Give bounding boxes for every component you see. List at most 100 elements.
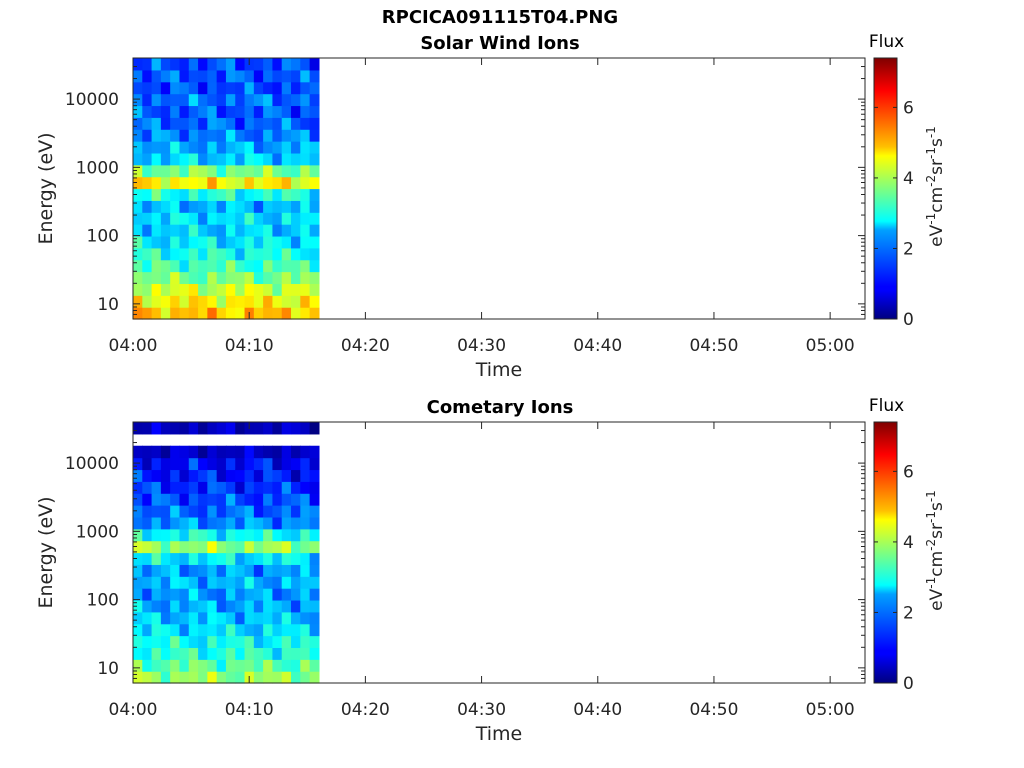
heatmap-cell [253, 188, 264, 201]
heatmap-cell [216, 212, 227, 225]
colorbar: 0 2 4 6 Flux eV-1cm-2sr-1s-1 [869, 396, 947, 694]
heatmap-cell [300, 505, 311, 518]
heatmap-cell [198, 200, 208, 213]
heatmap-cell [291, 200, 301, 213]
heatmap-cell [291, 671, 301, 684]
heatmap-cell [198, 635, 208, 649]
heatmap-cell [179, 516, 190, 530]
heatmap-cell [160, 540, 171, 554]
heatmap-cell [170, 599, 181, 613]
heatmap-cell [198, 271, 208, 285]
heatmap-cell [207, 505, 218, 518]
heatmap-cell [272, 623, 283, 637]
heatmap-cell [235, 212, 246, 225]
heatmap-cells [133, 422, 320, 684]
heatmap-cell [300, 152, 311, 166]
heatmap-cell [244, 659, 255, 672]
heatmap-cell [207, 247, 218, 261]
heatmap-cell [151, 659, 162, 672]
heatmap-cell [309, 271, 320, 285]
heatmap-cell [170, 164, 181, 178]
heatmap-cell [281, 105, 292, 118]
heatmap-cell [300, 259, 311, 273]
heatmap-cell [170, 445, 181, 459]
heatmap-cell [235, 493, 246, 506]
heatmap-cell [253, 516, 264, 530]
heatmap-cell [300, 307, 311, 320]
heatmap-cell [160, 552, 171, 565]
heatmap-cell [291, 552, 301, 565]
heatmap-cell [309, 176, 320, 190]
x-tick-label: 04:50 [689, 700, 738, 720]
heatmap-cell [300, 516, 311, 530]
heatmap-cell [133, 599, 143, 613]
heatmap-cell [281, 69, 292, 83]
heatmap-cell [216, 200, 227, 213]
heatmap-cell [188, 516, 199, 530]
heatmap-cell [300, 576, 311, 589]
heatmap-cell [142, 235, 153, 249]
heatmap-cell [142, 81, 153, 95]
heatmap-cell [300, 528, 311, 542]
heatmap-cell [263, 599, 274, 613]
heatmap-cell [253, 69, 264, 83]
heatmap-cell [291, 647, 301, 660]
heatmap-cell [179, 105, 190, 118]
heatmap-cell [151, 129, 162, 142]
x-tick-label: 04:40 [573, 336, 622, 356]
heatmap-cell [225, 69, 236, 83]
heatmap-cell [272, 176, 283, 190]
heatmap-cell [281, 505, 292, 518]
heatmap-cell [309, 224, 320, 237]
heatmap-cell [291, 58, 301, 71]
heatmap-cell [179, 647, 190, 660]
heatmap-cell [188, 81, 199, 95]
heatmap-cell [160, 247, 171, 261]
heatmap-cell [225, 129, 236, 142]
heatmap-cell [170, 152, 181, 166]
y-tick-label: 10 [97, 659, 119, 679]
heatmap-cell [151, 152, 162, 166]
heatmap-cell [263, 469, 274, 482]
heatmap-cell [142, 176, 153, 190]
heatmap-cell [263, 152, 274, 166]
heatmap-cell [263, 58, 274, 71]
heatmap-cell [225, 564, 236, 577]
heatmap-cell [225, 469, 236, 482]
heatmap-cell [281, 576, 292, 589]
heatmap-cell [291, 516, 301, 530]
heatmap-cell [309, 671, 320, 684]
y-tick-label: 1000 [76, 522, 119, 542]
heatmap-cell [198, 564, 208, 577]
heatmap-cell [207, 176, 218, 190]
heatmap-cell [151, 599, 162, 613]
heatmap-cell [188, 105, 199, 118]
heatmap-cell [151, 623, 162, 637]
heatmap-cell [263, 235, 274, 249]
heatmap-cell [142, 457, 153, 471]
heatmap-cell [225, 141, 236, 154]
heatmap-cell [291, 623, 301, 637]
heatmap-cell [281, 307, 292, 320]
heatmap-cell [309, 588, 320, 601]
heatmap-cell [272, 188, 283, 201]
heatmap-cell [133, 93, 143, 107]
heatmap-cell [142, 445, 153, 459]
heatmap-cell [235, 635, 246, 649]
heatmap-cell [216, 576, 227, 589]
heatmap-cell [216, 505, 227, 518]
heatmap-cell [207, 259, 218, 273]
heatmap-cell [160, 295, 171, 308]
heatmap-cell [142, 200, 153, 213]
heatmap-cell [188, 307, 199, 320]
heatmap-cell [170, 212, 181, 225]
heatmap-cell [188, 422, 199, 435]
heatmap-cell [133, 164, 143, 178]
heatmap-cell [309, 422, 320, 435]
heatmap-cell [309, 247, 320, 261]
heatmap-cell [151, 528, 162, 542]
heatmap-cell [263, 81, 274, 95]
heatmap-cell [142, 540, 153, 554]
heatmap-cell [142, 129, 153, 142]
